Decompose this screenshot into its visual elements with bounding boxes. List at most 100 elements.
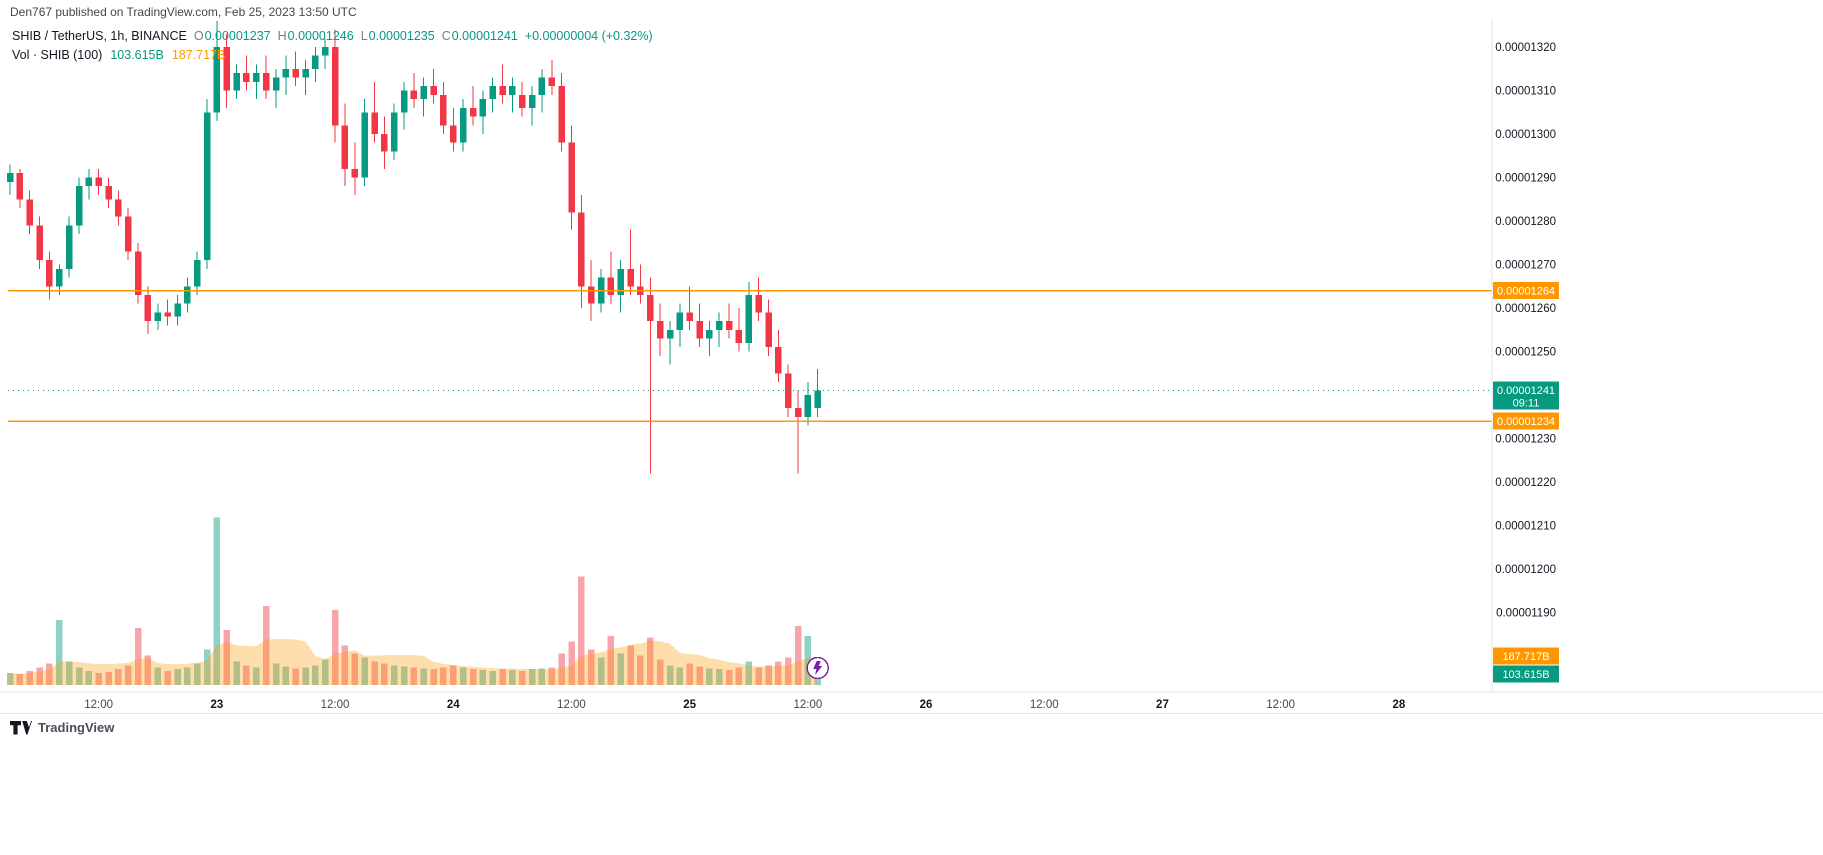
tradingview-footer: TradingView xyxy=(0,713,1823,741)
volume-bar xyxy=(144,655,152,685)
volume-bar xyxy=(381,663,388,685)
price-axis-label: 0.00001280 xyxy=(1495,216,1556,228)
volume-bar xyxy=(459,667,467,685)
price-axis-label: 0.00001200 xyxy=(1495,564,1556,576)
volume-bar xyxy=(548,667,556,685)
time-axis-label: 12:00 xyxy=(793,699,822,711)
tradingview-logo[interactable] xyxy=(10,720,32,736)
volume-bar xyxy=(75,667,83,685)
volume-current-value: 103.615B xyxy=(110,48,164,62)
current-price-badge-text: 09:11 xyxy=(1513,398,1540,410)
volume-bar xyxy=(430,669,437,685)
candle-body xyxy=(804,395,812,417)
volume-bar xyxy=(755,667,762,685)
low-label: L xyxy=(360,29,368,43)
price-axis-label: 0.00001320 xyxy=(1495,42,1556,54)
candle-body xyxy=(75,186,83,226)
tradingview-brand-text[interactable]: TradingView xyxy=(38,720,115,735)
volume-bar xyxy=(184,667,191,685)
volume-bar xyxy=(519,671,526,685)
volume-bar xyxy=(656,659,664,685)
price-axis-label: 0.00001290 xyxy=(1495,173,1556,185)
candle-body xyxy=(322,47,329,56)
time-axis-label: 26 xyxy=(920,699,933,711)
low-value: 0.00001235 xyxy=(368,29,435,43)
candle-body xyxy=(36,225,43,261)
volume-bar xyxy=(36,667,43,685)
candle-body xyxy=(440,94,447,126)
candle-body xyxy=(154,312,162,322)
volume-ma-value: 187.717B xyxy=(171,48,226,62)
volume-bar xyxy=(95,673,102,685)
candle-body xyxy=(341,125,349,169)
volume-bar xyxy=(745,661,753,685)
close-label: C xyxy=(441,29,451,43)
candle-body xyxy=(755,294,762,313)
change-value: +0.00000004 (+0.32%) xyxy=(524,29,653,43)
candle-body xyxy=(794,408,802,417)
candle-body xyxy=(656,321,664,339)
volume-bar xyxy=(203,649,211,685)
volume-bar xyxy=(331,610,339,685)
candle-body xyxy=(144,294,152,322)
candle-body xyxy=(26,199,33,226)
volume-bar xyxy=(351,653,359,685)
candle-body xyxy=(390,112,398,152)
current-price-badge xyxy=(1493,381,1559,410)
volume-bar xyxy=(65,661,73,685)
volume-bar xyxy=(361,657,368,685)
volume-bar xyxy=(105,672,112,685)
volume-bar xyxy=(716,669,723,685)
volume-bar xyxy=(637,655,644,685)
candle-body xyxy=(193,260,201,287)
volume-axis-badge xyxy=(1493,665,1559,683)
price-axis-label: 0.00001260 xyxy=(1495,303,1556,315)
volume-bar xyxy=(164,671,171,685)
candle-body xyxy=(459,107,467,143)
volume-bar xyxy=(154,667,162,685)
candle-body xyxy=(105,186,112,200)
candle-body xyxy=(450,125,457,143)
candle-body xyxy=(765,312,772,348)
candle-body xyxy=(627,268,634,287)
volume-bar xyxy=(223,629,230,685)
price-axis-label: 0.00001300 xyxy=(1495,129,1556,141)
candle-body xyxy=(469,107,477,117)
lightning-icon[interactable] xyxy=(813,661,823,675)
volume-bar xyxy=(499,669,506,685)
candle-body xyxy=(361,112,368,178)
time-axis-label: 25 xyxy=(683,699,696,711)
symbol-title[interactable]: SHIB / TetherUS, 1h, BINANCE xyxy=(12,29,187,43)
candle-body xyxy=(272,77,280,91)
candle-body xyxy=(519,94,526,108)
volume-bar xyxy=(587,649,595,685)
candle-body xyxy=(16,173,24,200)
price-axis-label: 0.00001270 xyxy=(1495,260,1556,272)
candle-body xyxy=(262,73,270,91)
candle-body xyxy=(558,86,565,143)
volume-indicator-title[interactable]: Vol · SHIB (100) xyxy=(12,48,103,62)
volume-bar xyxy=(6,673,14,685)
volume-bar xyxy=(253,667,260,685)
candle-body xyxy=(607,277,615,295)
candle-body xyxy=(430,86,437,95)
candle-body xyxy=(538,77,546,95)
candle-body xyxy=(312,55,319,69)
candle-body xyxy=(735,329,743,343)
volume-bar xyxy=(390,665,398,685)
current-price-badge-text: 0.00001241 xyxy=(1497,385,1555,397)
candle-body xyxy=(420,86,427,100)
volume-bar xyxy=(666,665,674,685)
volume-bar xyxy=(647,637,654,685)
time-axis-label: 12:00 xyxy=(84,699,113,711)
candle-body xyxy=(282,68,290,78)
candle-body xyxy=(587,286,595,304)
candle-body xyxy=(184,286,191,304)
volume-bar xyxy=(735,667,743,685)
candle-body xyxy=(814,390,821,409)
volume-bar xyxy=(420,668,427,685)
volume-bar xyxy=(489,671,496,685)
volume-bar xyxy=(46,663,53,685)
candle-body xyxy=(410,90,418,100)
